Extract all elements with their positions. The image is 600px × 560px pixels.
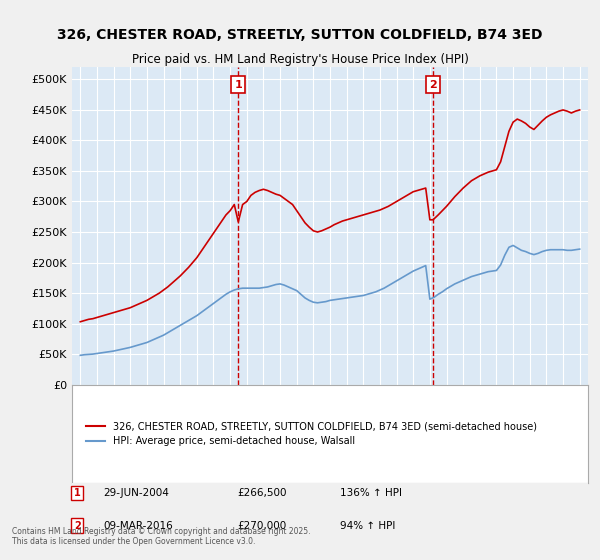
Text: 09-MAR-2016: 09-MAR-2016 [103,521,173,531]
Text: 29-JUN-2004: 29-JUN-2004 [103,488,169,498]
Text: 326, CHESTER ROAD, STREETLY, SUTTON COLDFIELD, B74 3ED: 326, CHESTER ROAD, STREETLY, SUTTON COLD… [57,28,543,42]
Text: 1: 1 [74,488,80,498]
Text: Price paid vs. HM Land Registry's House Price Index (HPI): Price paid vs. HM Land Registry's House … [131,53,469,66]
Text: 2: 2 [429,80,437,90]
Text: Contains HM Land Registry data © Crown copyright and database right 2025.
This d: Contains HM Land Registry data © Crown c… [12,526,311,546]
Text: 1: 1 [235,80,242,90]
Text: 136% ↑ HPI: 136% ↑ HPI [340,488,403,498]
Text: 94% ↑ HPI: 94% ↑ HPI [340,521,395,531]
Legend: 326, CHESTER ROAD, STREETLY, SUTTON COLDFIELD, B74 3ED (semi-detached house), HP: 326, CHESTER ROAD, STREETLY, SUTTON COLD… [82,418,541,450]
Text: £266,500: £266,500 [237,488,287,498]
Text: £270,000: £270,000 [237,521,286,531]
Text: 2: 2 [74,521,80,531]
